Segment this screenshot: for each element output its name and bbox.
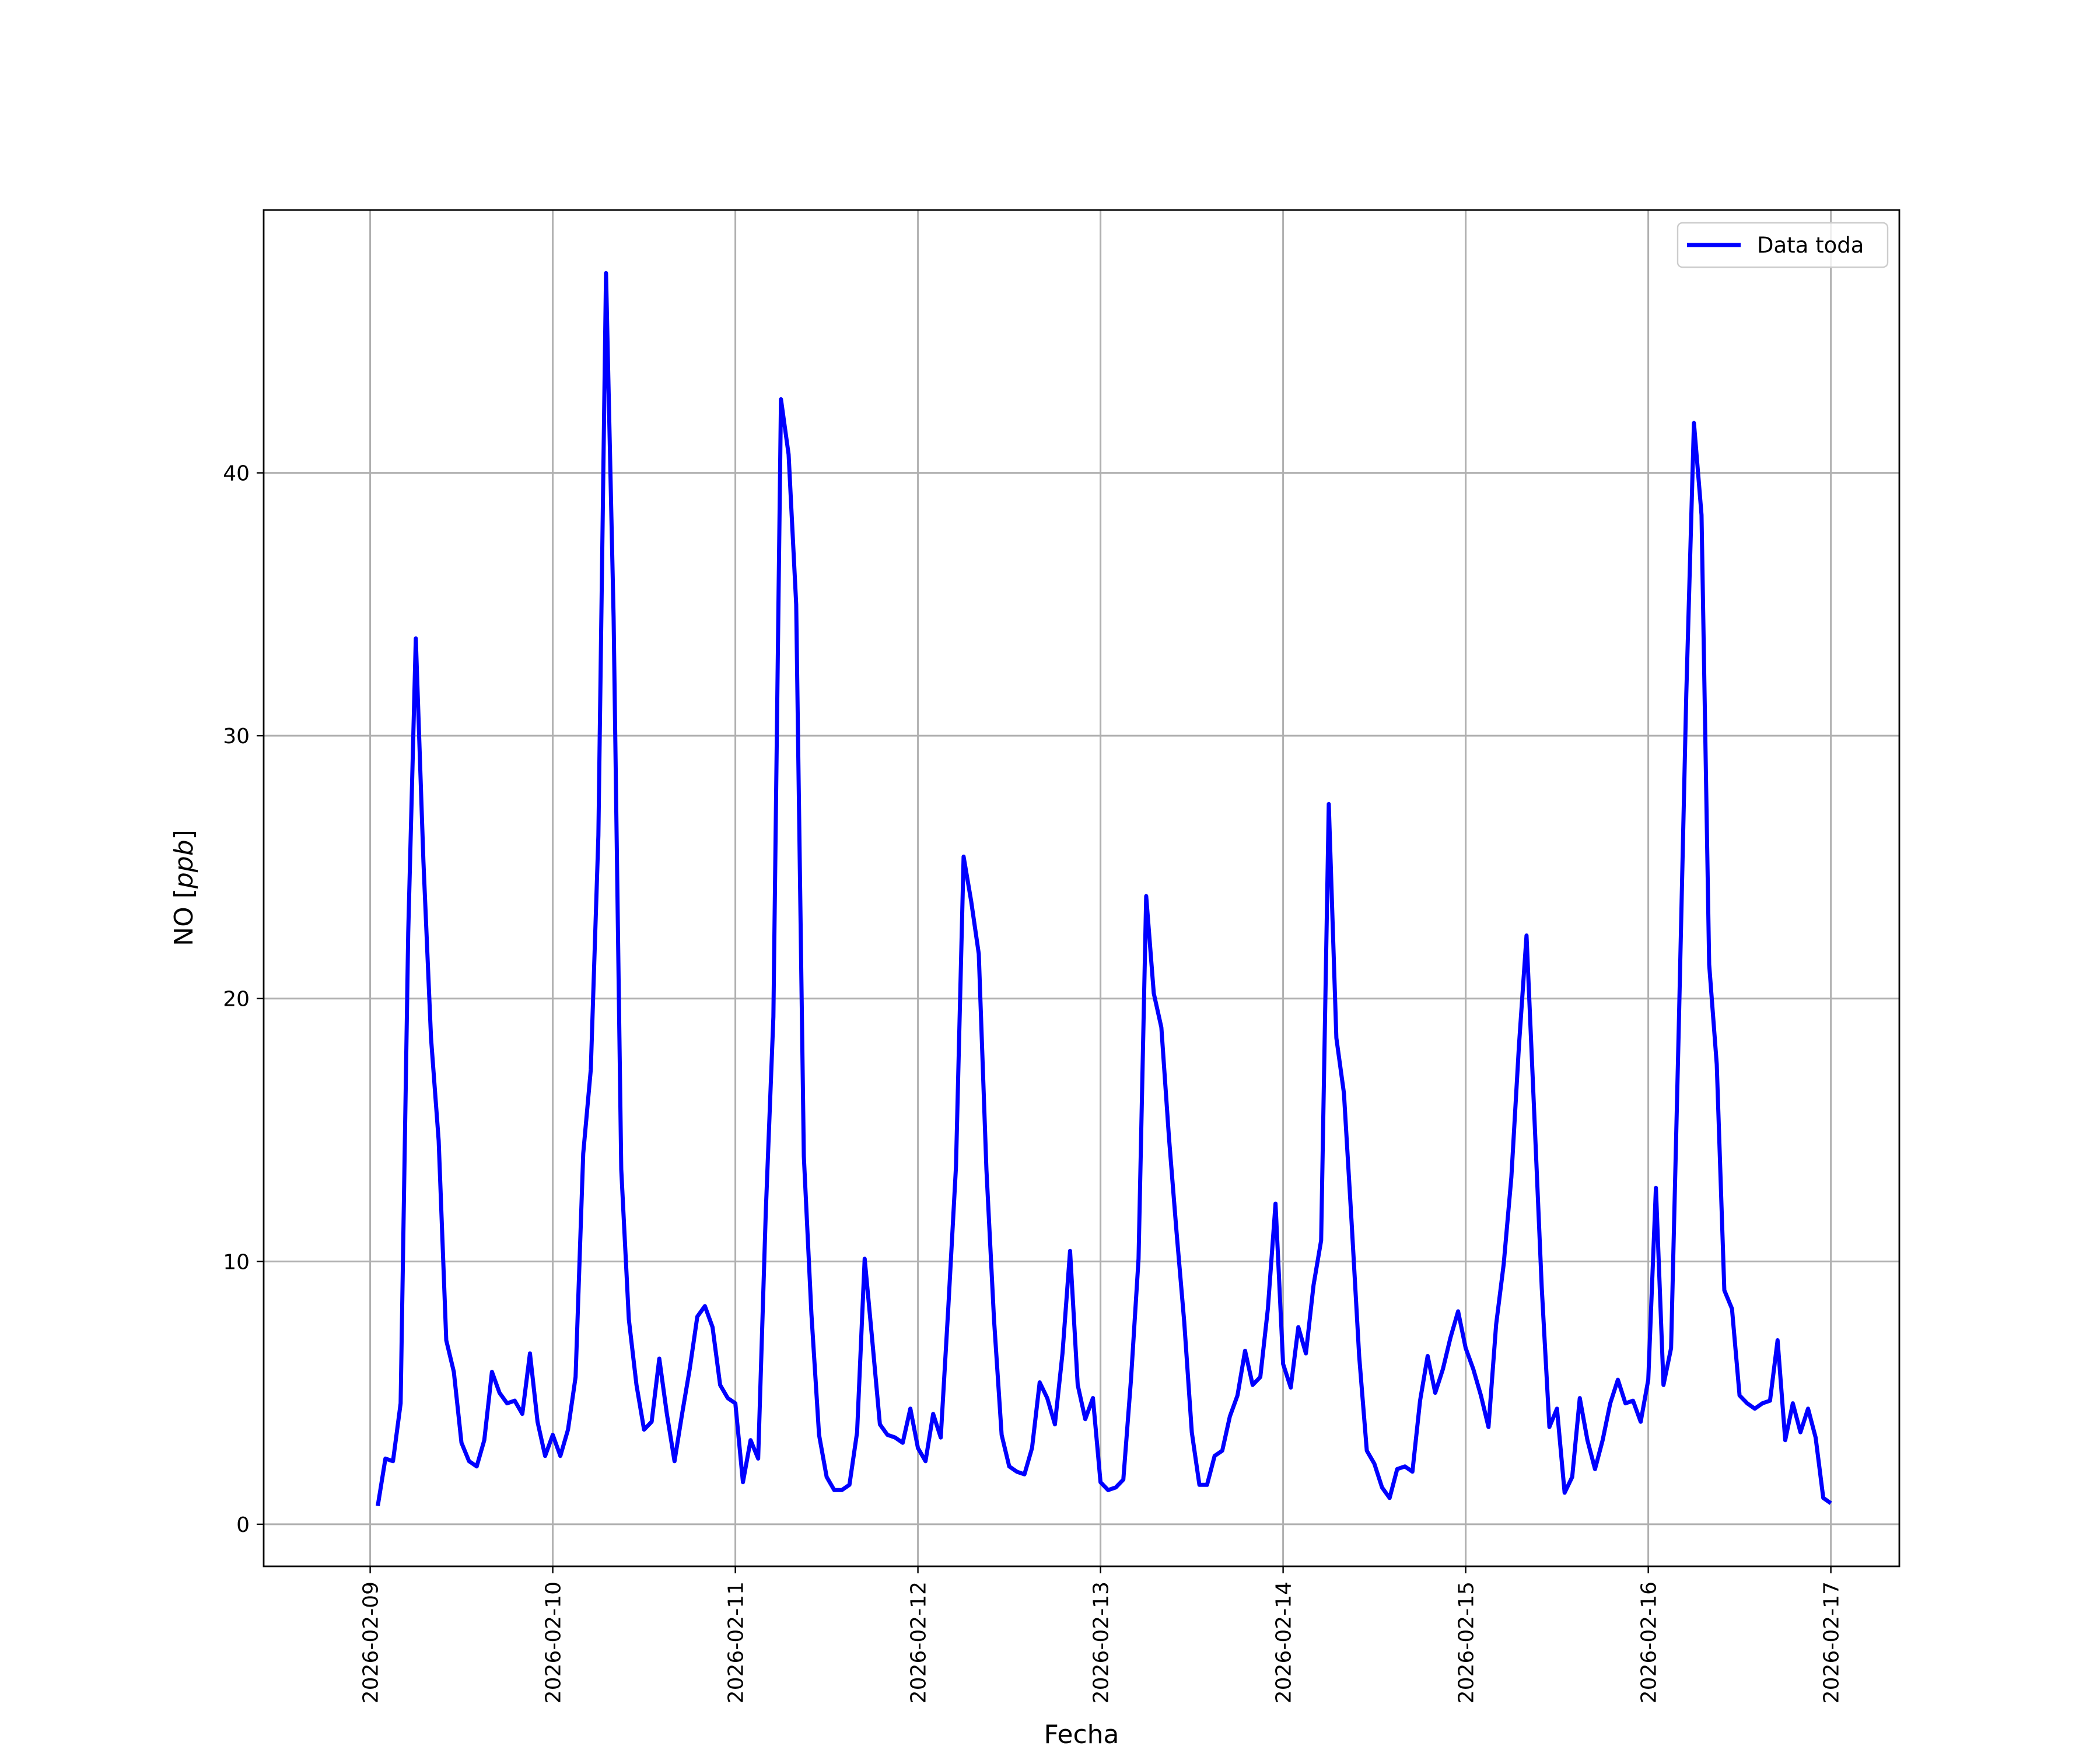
y-tick-label: 20	[223, 988, 250, 1012]
x-tick-label: 2026-02-14	[1272, 1581, 1296, 1703]
x-tick-label: 2026-02-10	[542, 1581, 566, 1703]
x-tick-label: 2026-02-16	[1637, 1581, 1661, 1703]
x-axis-label: Fecha	[1044, 1720, 1119, 1749]
x-tick-label: 2026-02-17	[1820, 1581, 1844, 1703]
x-tick-label: 2026-02-09	[359, 1581, 383, 1703]
x-tick-label: 2026-02-12	[907, 1581, 931, 1703]
y-axis-label: NO [ppb]	[169, 830, 199, 946]
y-tick-label: 40	[223, 462, 250, 486]
x-tick-label: 2026-02-15	[1455, 1581, 1479, 1703]
series-line-data-toda	[376, 271, 1832, 1506]
y-tick-label: 30	[223, 725, 250, 748]
y-tick-label: 10	[223, 1250, 250, 1274]
series-layer	[376, 271, 1832, 1506]
legend: Data toda	[1676, 222, 1889, 268]
ticks-layer: 0 10 20 30 40 2026-02-09 2026-02-10 2026-02-11 2…	[223, 462, 1843, 1704]
y-axis-label-suffix: ]	[169, 830, 199, 839]
y-axis-label-prefix: NO [	[169, 888, 199, 946]
y-tick-label: 0	[236, 1513, 250, 1537]
x-tick-label: 2026-02-11	[724, 1581, 748, 1703]
y-axis-label-unit: ppb	[169, 839, 199, 889]
x-tick-label: 2026-02-13	[1090, 1581, 1114, 1703]
plot-area-frame	[262, 209, 1901, 1567]
legend-box	[1676, 222, 1889, 268]
legend-series-label: Data toda	[1757, 233, 1864, 258]
